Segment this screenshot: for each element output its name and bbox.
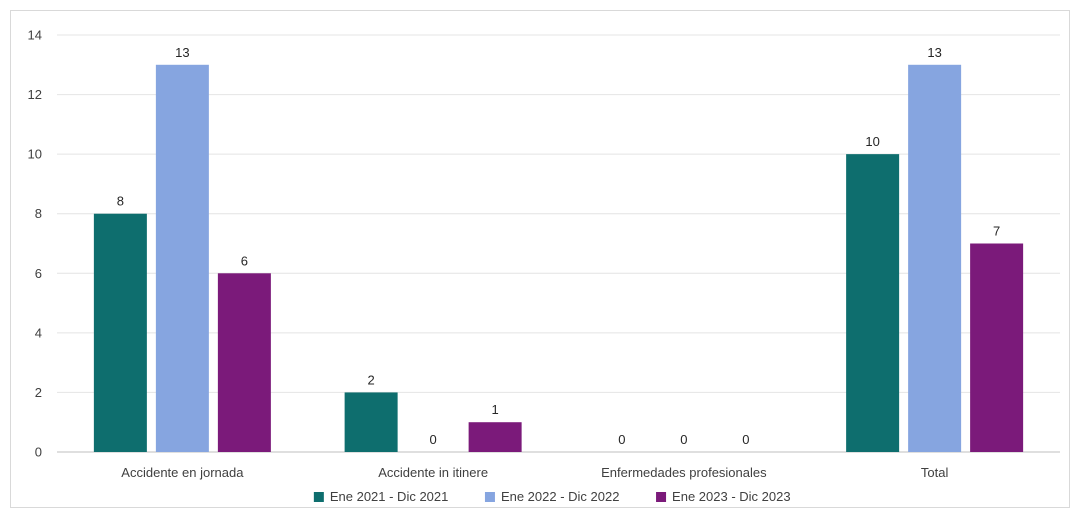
legend-swatch xyxy=(656,492,667,502)
data-label: 13 xyxy=(175,45,189,60)
bar xyxy=(217,273,271,452)
bar xyxy=(93,213,147,452)
y-tick-label: 12 xyxy=(28,87,42,102)
bars xyxy=(93,64,1024,453)
bar xyxy=(155,64,209,453)
y-tick-label: 10 xyxy=(28,147,42,162)
x-category-label: Total xyxy=(921,465,949,480)
x-axis-categories: Accidente en jornada Accidente in itinere… xyxy=(121,465,948,480)
legend-swatch xyxy=(313,492,324,502)
data-label: 0 xyxy=(742,432,749,447)
bar xyxy=(908,64,962,453)
bar xyxy=(970,243,1024,452)
legend-label: Ene 2021 - Dic 2021 xyxy=(330,489,449,504)
x-category-label: Accidente en jornada xyxy=(121,465,244,480)
y-tick-label: 14 xyxy=(28,28,42,43)
y-tick-label: 2 xyxy=(35,385,42,400)
y-tick-label: 6 xyxy=(35,266,42,281)
data-label: 2 xyxy=(368,372,375,387)
y-tick-label: 8 xyxy=(35,206,42,221)
bar xyxy=(468,422,522,452)
data-label: 0 xyxy=(618,432,625,447)
legend-label: Ene 2023 - Dic 2023 xyxy=(672,489,791,504)
x-category-label: Accidente in itinere xyxy=(378,465,488,480)
bar xyxy=(344,392,398,452)
data-label: 8 xyxy=(117,194,124,209)
data-label: 0 xyxy=(680,432,687,447)
legend: Ene 2021 - Dic 2021 Ene 2022 - Dic 2022 En… xyxy=(313,489,791,504)
data-label: 6 xyxy=(241,253,248,268)
legend-swatch xyxy=(484,492,495,502)
data-label: 7 xyxy=(993,224,1000,239)
data-label: 13 xyxy=(927,45,941,60)
x-category-label: Enfermedades profesionales xyxy=(601,465,767,480)
legend-label: Ene 2022 - Dic 2022 xyxy=(501,489,620,504)
data-label: 10 xyxy=(865,134,879,149)
y-tick-label: 0 xyxy=(35,445,42,460)
y-axis-ticks: 0 2 4 6 8 10 12 14 xyxy=(28,28,42,460)
data-label: 1 xyxy=(492,402,499,417)
y-tick-label: 4 xyxy=(35,325,42,340)
bar xyxy=(846,154,900,452)
data-label: 0 xyxy=(430,432,437,447)
